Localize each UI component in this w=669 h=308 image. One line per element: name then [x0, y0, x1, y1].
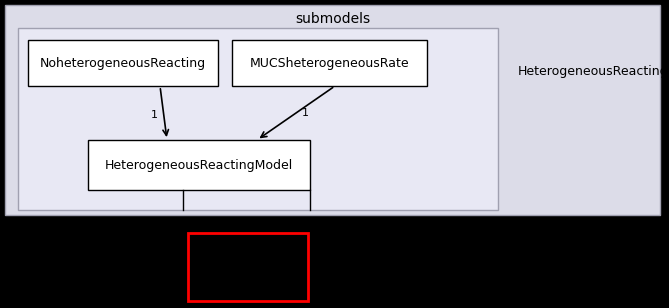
Text: submodels: submodels — [295, 12, 370, 26]
Text: MUCSheterogeneousRate: MUCSheterogeneousRate — [250, 56, 409, 70]
Bar — [5, 5, 660, 215]
Text: NoheterogeneousReacting: NoheterogeneousReacting — [40, 56, 206, 70]
Bar — [28, 40, 218, 86]
Bar — [18, 28, 498, 210]
Bar — [188, 233, 308, 301]
Text: 1: 1 — [151, 110, 158, 120]
Text: 1: 1 — [302, 108, 309, 118]
Text: HeterogeneousReactingModel: HeterogeneousReactingModel — [518, 66, 669, 79]
Bar — [88, 140, 310, 190]
Bar — [232, 40, 427, 86]
Text: HeterogeneousReactingModel: HeterogeneousReactingModel — [105, 159, 293, 172]
